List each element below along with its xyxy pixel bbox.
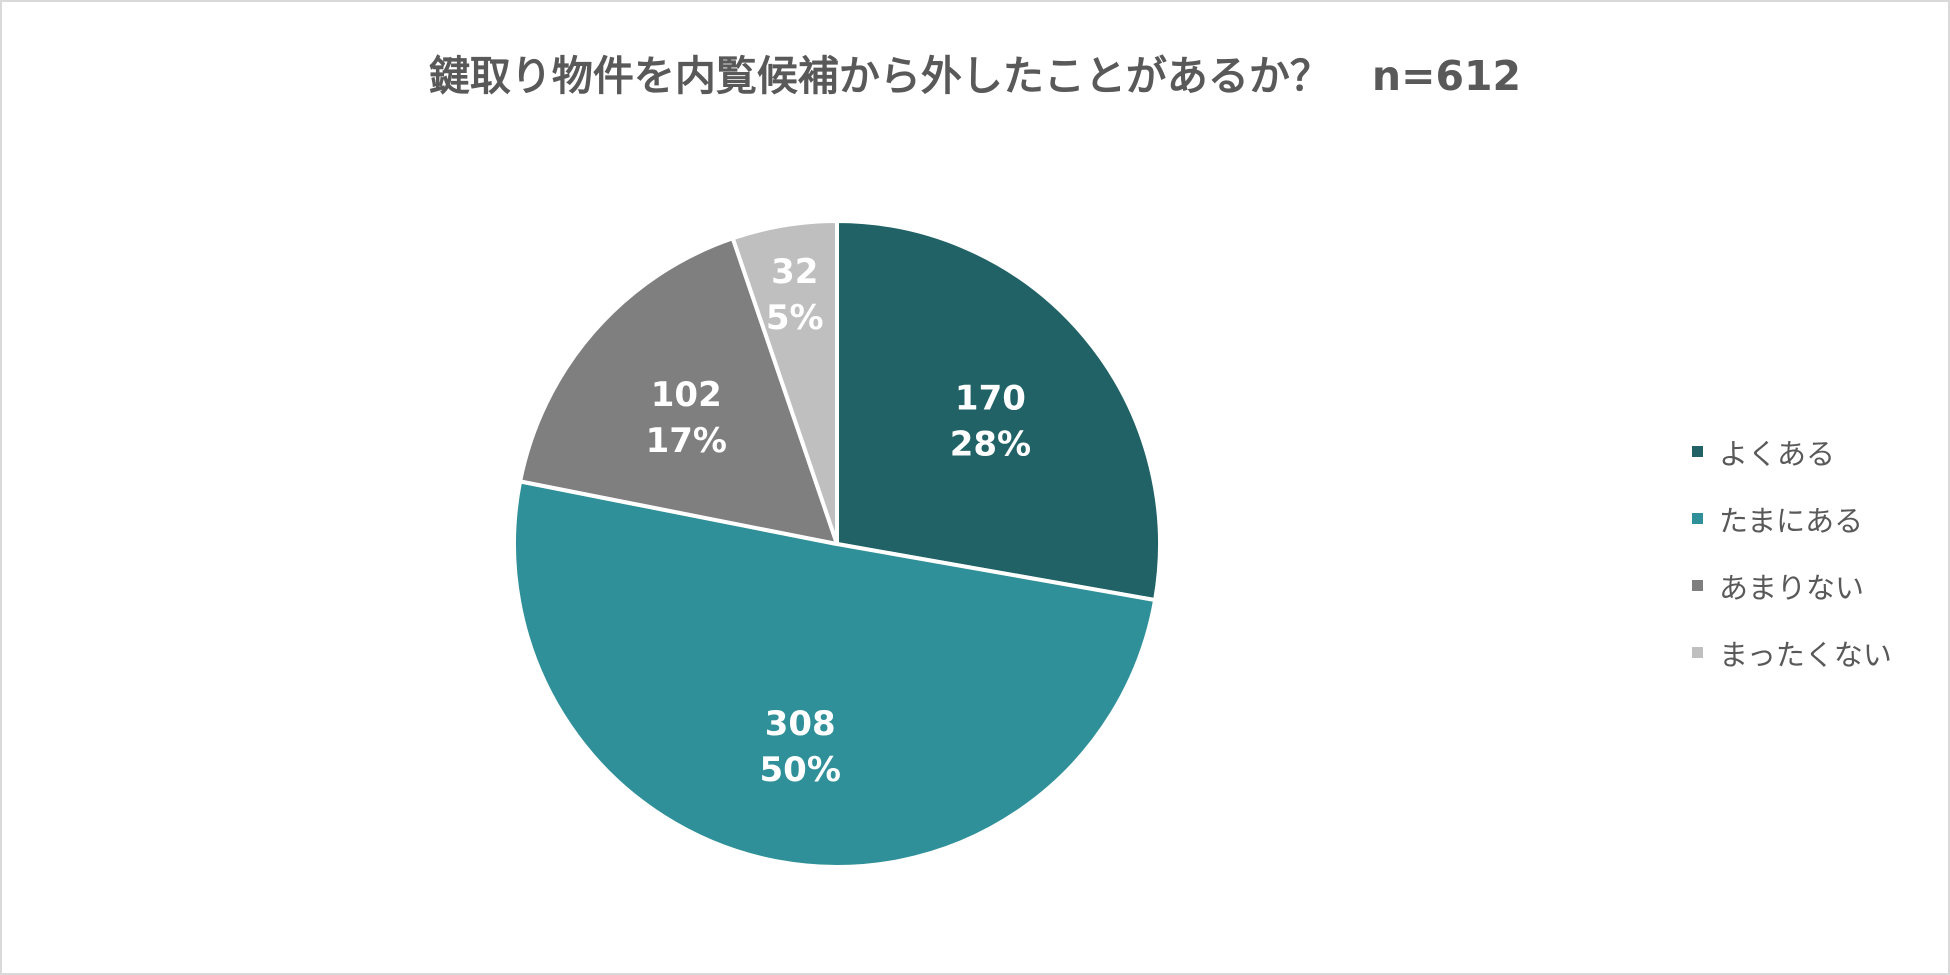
legend-label-1: よくある bbox=[1719, 436, 1836, 471]
data-label-percent-2: 50% bbox=[760, 750, 841, 790]
data-label-2: 308 50% bbox=[760, 704, 841, 790]
chart-title: 鍵取り物件を内覧候補から外したことがあるか？ n=612 bbox=[428, 52, 1522, 100]
legend: よくあるたまにあるあまりないまったくない bbox=[1692, 418, 1892, 686]
data-label-percent-1: 28% bbox=[950, 424, 1031, 464]
data-label-value-3: 102 bbox=[651, 375, 722, 415]
data-label-percent-3: 17% bbox=[646, 421, 727, 461]
data-label-value-1: 170 bbox=[955, 378, 1026, 418]
data-label-1: 170 28% bbox=[950, 378, 1031, 464]
legend-item-3: あまりない bbox=[1692, 552, 1892, 619]
legend-swatch-1 bbox=[1692, 446, 1703, 457]
legend-item-2: たまにある bbox=[1692, 485, 1892, 552]
pie-slice-2 bbox=[511, 479, 1158, 870]
legend-label-2: たまにある bbox=[1719, 503, 1864, 538]
data-label-value-2: 308 bbox=[765, 704, 836, 744]
legend-swatch-4 bbox=[1692, 647, 1703, 658]
pie-slices bbox=[511, 219, 1162, 870]
legend-swatch-2 bbox=[1692, 513, 1703, 524]
legend-item-4: まったくない bbox=[1692, 619, 1892, 686]
data-label-4: 32 5% bbox=[766, 252, 824, 338]
legend-item-1: よくある bbox=[1692, 418, 1892, 485]
data-label-value-4: 32 bbox=[771, 252, 818, 292]
legend-swatch-3 bbox=[1692, 580, 1703, 591]
pie-slice-4 bbox=[730, 219, 839, 546]
pie-slice-1 bbox=[835, 219, 1162, 603]
data-label-percent-4: 5% bbox=[766, 298, 824, 338]
legend-label-3: あまりない bbox=[1719, 570, 1865, 605]
pie-data-labels: 170 28%308 50%102 17%32 5% bbox=[646, 252, 1032, 790]
legend-label-4: まったくない bbox=[1719, 637, 1892, 672]
data-label-3: 102 17% bbox=[646, 375, 727, 461]
